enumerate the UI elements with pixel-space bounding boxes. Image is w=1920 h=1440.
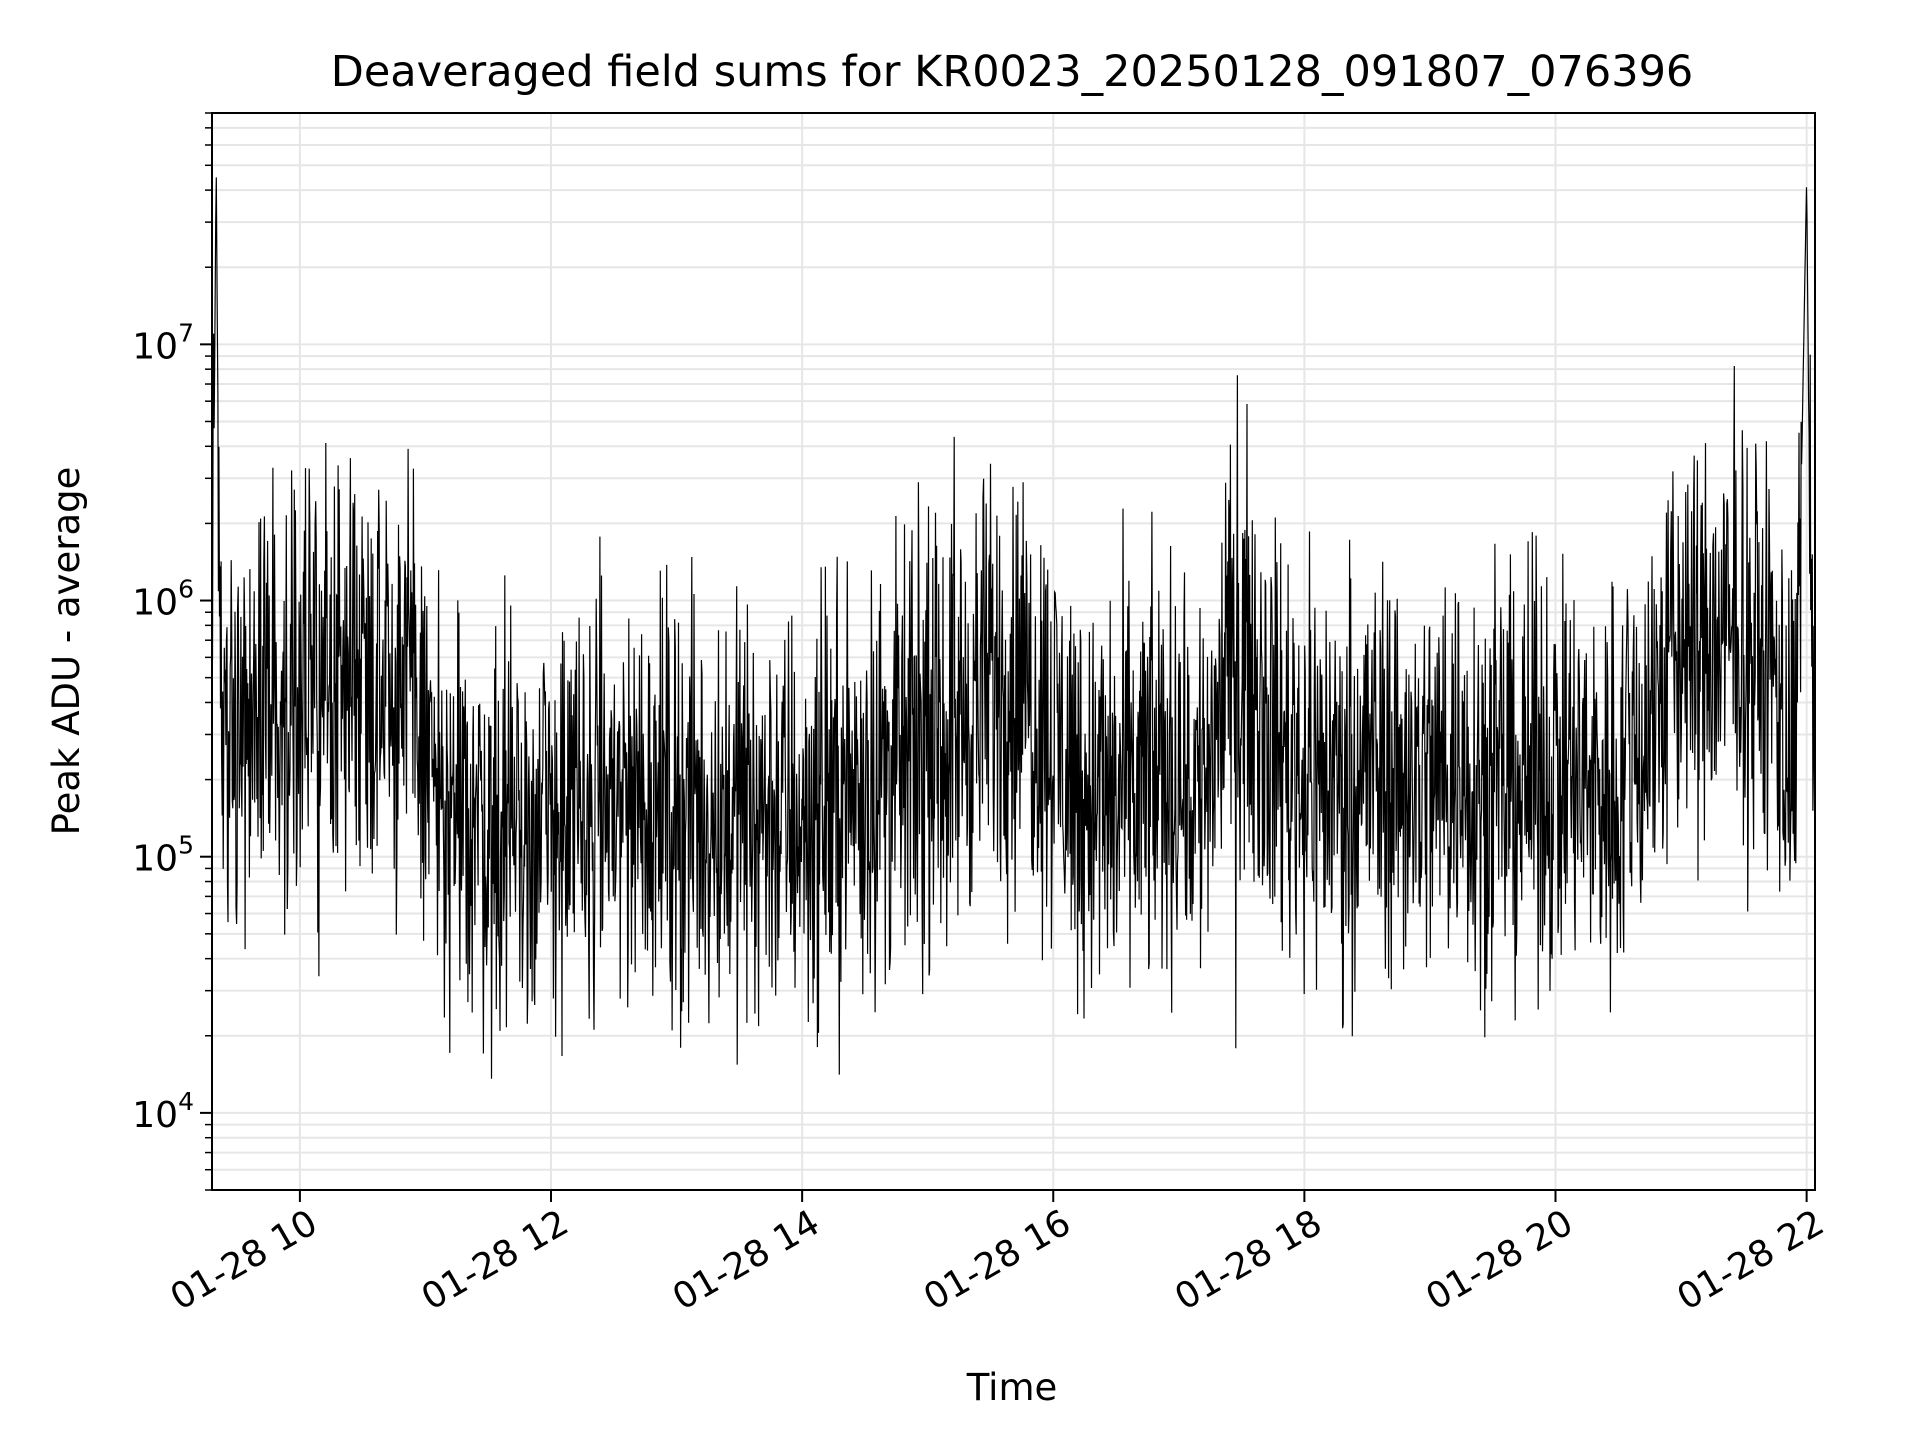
y-tick-label: 107 [132, 318, 194, 367]
data-series-line [212, 177, 1815, 1079]
data-layer [212, 177, 1815, 1079]
y-tick-label: 104 [132, 1087, 194, 1136]
plot-frame [211, 112, 1816, 1191]
y-axis-label: Peak ADU - average [45, 467, 88, 836]
x-axis-label: Time [966, 1366, 1058, 1409]
y-tick-label: 105 [132, 831, 194, 880]
y-axis: 104 105 106 107 [132, 112, 212, 1191]
chart-title: Deaveraged field sums for KR0023_2025012… [331, 47, 1694, 97]
y-tick-label: 106 [132, 575, 194, 624]
